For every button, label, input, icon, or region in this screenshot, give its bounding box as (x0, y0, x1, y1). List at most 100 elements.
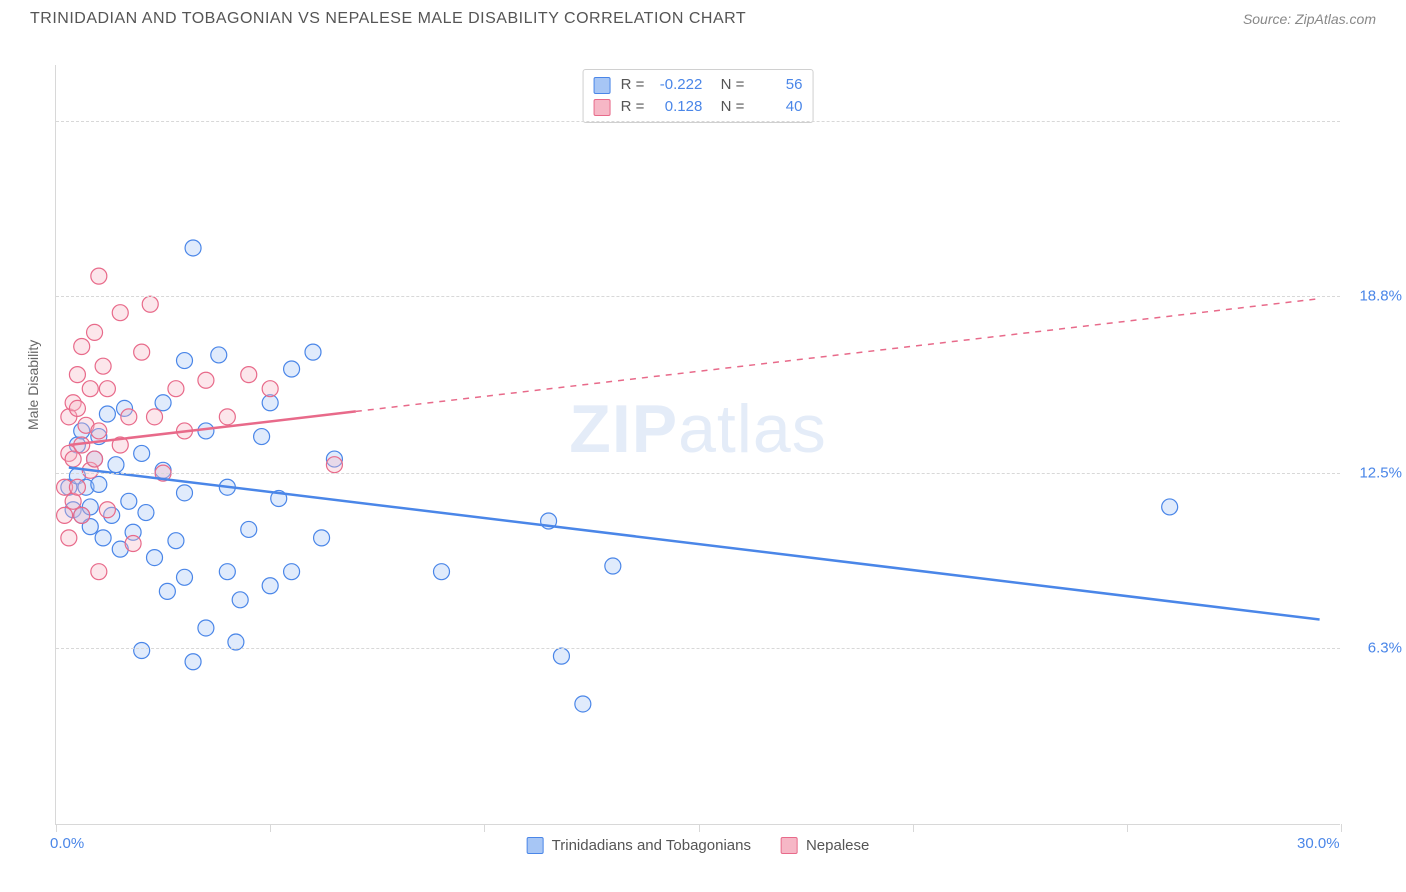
swatch-nepal (594, 99, 611, 116)
legend-label: Trinidadians and Tobagonians (552, 837, 751, 854)
data-point (605, 558, 621, 574)
data-point (65, 451, 81, 467)
data-point (185, 240, 201, 256)
x-tick (1127, 824, 1128, 832)
stat-label-n: N = (712, 74, 744, 96)
data-point (177, 569, 193, 585)
data-point (134, 344, 150, 360)
data-point (99, 406, 115, 422)
data-point (262, 578, 278, 594)
data-point (326, 457, 342, 473)
data-point (1162, 499, 1178, 515)
chart-title: TRINIDADIAN AND TOBAGONIAN VS NEPALESE M… (30, 10, 746, 28)
x-tick-label: 0.0% (50, 835, 84, 852)
data-point (185, 654, 201, 670)
data-point (69, 400, 85, 416)
gridline (56, 121, 1340, 122)
data-point (198, 423, 214, 439)
data-point (91, 564, 107, 580)
data-point (284, 361, 300, 377)
gridline (56, 473, 1340, 474)
x-tick (1341, 824, 1342, 832)
x-tick (56, 824, 57, 832)
stat-r-nepal: 0.128 (650, 96, 702, 118)
x-tick (484, 824, 485, 832)
stat-n-trinidad: 56 (750, 74, 802, 96)
x-tick (913, 824, 914, 832)
data-point (91, 268, 107, 284)
x-tick (699, 824, 700, 832)
legend-label: Nepalese (806, 837, 869, 854)
data-point (125, 536, 141, 552)
source-label: Source: ZipAtlas.com (1243, 11, 1376, 27)
plot-svg (56, 65, 1340, 824)
data-point (241, 521, 257, 537)
data-point (87, 451, 103, 467)
data-point (74, 338, 90, 354)
data-point (168, 381, 184, 397)
data-point (434, 564, 450, 580)
trend-line-dashed (356, 299, 1320, 412)
data-point (142, 296, 158, 312)
swatch-trinidad (527, 837, 544, 854)
data-point (134, 445, 150, 461)
data-point (553, 648, 569, 664)
data-point (91, 423, 107, 439)
swatch-nepal (781, 837, 798, 854)
data-point (69, 479, 85, 495)
y-tick-label: 6.3% (1368, 639, 1402, 656)
data-point (198, 372, 214, 388)
stat-label-r: R = (621, 74, 645, 96)
data-point (95, 530, 111, 546)
data-point (99, 502, 115, 518)
y-tick-label: 18.8% (1359, 287, 1402, 304)
data-point (198, 620, 214, 636)
data-point (177, 353, 193, 369)
data-point (575, 696, 591, 712)
x-tick-label: 30.0% (1297, 835, 1340, 852)
data-point (284, 564, 300, 580)
gridline (56, 296, 1340, 297)
data-point (232, 592, 248, 608)
data-point (262, 381, 278, 397)
y-tick-label: 12.5% (1359, 465, 1402, 482)
stat-r-trinidad: -0.222 (650, 74, 702, 96)
stat-n-nepal: 40 (750, 96, 802, 118)
data-point (87, 324, 103, 340)
data-point (69, 367, 85, 383)
data-point (168, 533, 184, 549)
legend-item: Nepalese (781, 837, 869, 854)
chart-plot-area: ZIPatlas R = -0.222 N = 56 R = 0.128 N =… (55, 65, 1340, 825)
data-point (177, 485, 193, 501)
stat-label-n: N = (712, 96, 744, 118)
y-axis-label: Male Disability (25, 340, 41, 430)
stat-label-r: R = (621, 96, 645, 118)
data-point (91, 476, 107, 492)
data-point (108, 457, 124, 473)
data-point (159, 583, 175, 599)
gridline (56, 648, 1340, 649)
data-point (219, 564, 235, 580)
data-point (57, 507, 73, 523)
trend-line (69, 468, 1320, 620)
data-point (241, 367, 257, 383)
data-point (121, 409, 137, 425)
data-point (82, 381, 98, 397)
data-point (74, 507, 90, 523)
legend-stats-row: R = -0.222 N = 56 (594, 74, 803, 96)
legend-item: Trinidadians and Tobagonians (527, 837, 751, 854)
data-point (99, 381, 115, 397)
data-point (121, 493, 137, 509)
data-point (112, 305, 128, 321)
data-point (219, 409, 235, 425)
data-point (155, 395, 171, 411)
legend-series: Trinidadians and Tobagonians Nepalese (527, 837, 870, 854)
data-point (305, 344, 321, 360)
data-point (134, 642, 150, 658)
legend-stats-row: R = 0.128 N = 40 (594, 96, 803, 118)
x-tick (270, 824, 271, 832)
data-point (138, 505, 154, 521)
data-point (95, 358, 111, 374)
data-point (147, 409, 163, 425)
swatch-trinidad (594, 77, 611, 94)
